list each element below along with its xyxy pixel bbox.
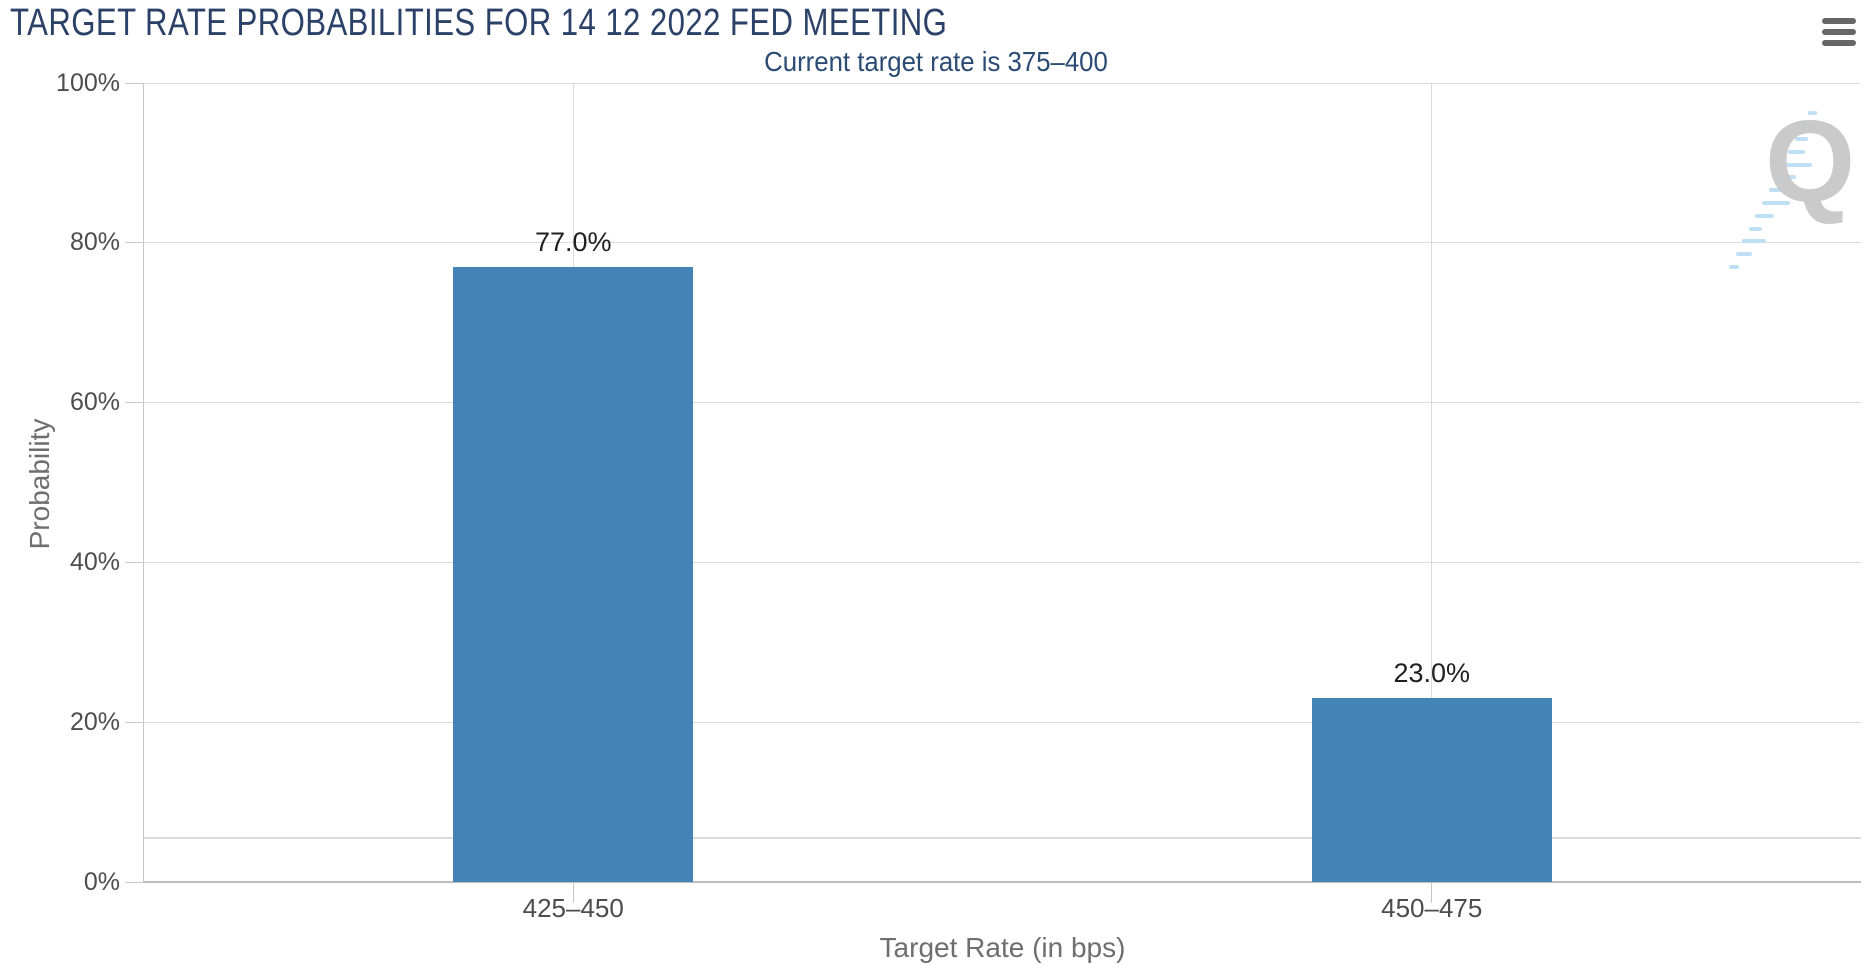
y-axis-tick <box>125 402 144 404</box>
watermark-dash <box>1729 265 1739 269</box>
y-axis-tick <box>125 881 144 883</box>
quandl-watermark: Q <box>1715 85 1865 275</box>
bar-value-label: 77.0% <box>534 226 612 257</box>
probability-bar[interactable] <box>453 266 694 882</box>
chart-title: TARGET RATE PROBABILITIES FOR 14 12 2022… <box>10 2 948 44</box>
watermark-dash <box>1795 137 1808 141</box>
probability-bar[interactable] <box>1311 698 1552 882</box>
y-tick-label: 0% <box>83 867 120 896</box>
watermark-dash <box>1788 149 1806 154</box>
v-gridline <box>1431 83 1433 882</box>
x-category-label: 425–450 <box>522 893 624 923</box>
x-axis-line <box>143 881 1861 883</box>
watermark-dash <box>1748 226 1762 231</box>
h-gridline <box>144 561 1861 563</box>
y-axis-title: Probability <box>24 418 55 550</box>
watermark-dash <box>1735 252 1752 257</box>
x-axis-title: Target Rate (in bps) <box>879 932 1126 963</box>
watermark-dash <box>1781 162 1812 167</box>
watermark-dash <box>1808 111 1818 116</box>
h-gridline <box>144 721 1861 723</box>
bar-value-label: 23.0% <box>1393 658 1471 689</box>
y-tick-label: 100% <box>56 68 120 97</box>
watermark-q-letter: Q <box>1765 96 1856 226</box>
y-axis-line <box>143 83 144 882</box>
watermark-dash <box>1768 188 1784 193</box>
y-tick-label: 40% <box>69 547 120 576</box>
watermark-dash <box>1775 175 1797 180</box>
h-gridline <box>144 402 1861 404</box>
watermark-dash <box>1762 201 1790 205</box>
hamburger-icon-line <box>1822 18 1856 24</box>
hamburger-icon-line <box>1822 40 1856 46</box>
plot-area: 77.0% 23.0% <box>143 82 1861 883</box>
faint-gridline <box>144 837 1861 840</box>
x-axis-tick <box>572 883 574 903</box>
watermark-dash <box>1755 213 1775 218</box>
x-category-label: 450–475 <box>1381 893 1483 923</box>
y-axis-tick <box>125 82 144 84</box>
y-axis-tick <box>125 561 144 563</box>
y-tick-label: 80% <box>69 228 120 257</box>
watermark-dash <box>1801 124 1821 129</box>
y-tick-label: 20% <box>69 707 120 736</box>
h-gridline <box>144 242 1861 244</box>
watermark-dash <box>1742 239 1767 244</box>
x-axis-tick <box>1431 883 1433 903</box>
chart-subtitle: Current target rate is 375–400 <box>764 46 1108 77</box>
chart-menu-button[interactable] <box>1818 14 1860 54</box>
y-tick-label: 60% <box>69 388 120 417</box>
hamburger-icon-line <box>1822 29 1856 35</box>
h-gridline <box>144 82 1861 84</box>
y-axis-tick <box>125 721 144 723</box>
y-axis-tick <box>125 242 144 244</box>
